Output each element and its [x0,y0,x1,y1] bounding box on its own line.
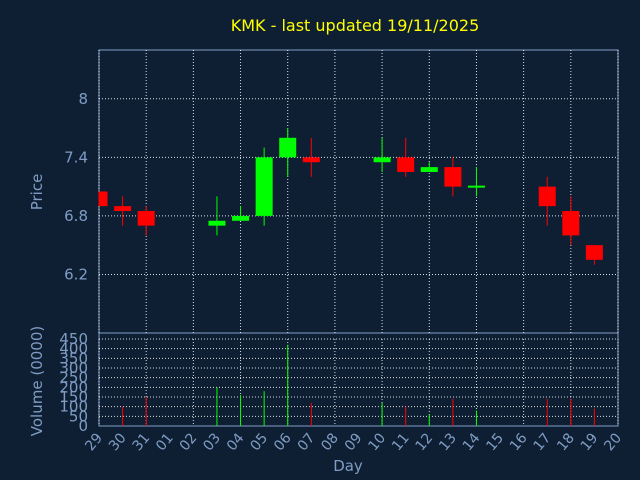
candle-body [232,215,250,221]
volume-bars [122,344,595,426]
x-tick-label: 15 [483,430,507,454]
chart-title: KMK - last updated 19/11/2025 [231,16,480,35]
price-tick-label: 7.4 [64,148,88,166]
candle-body [397,157,415,172]
volume-tick-label: 0 [78,417,88,435]
volume-tick-label: 300 [59,359,88,377]
candle-body [279,137,297,158]
candle-body [373,157,391,163]
x-tick-label: 07 [295,430,319,454]
price-tick-label: 6.2 [64,265,88,283]
price-axis-label: Price [28,174,46,211]
candles [98,128,603,265]
candle-body [538,186,556,207]
candle-body [255,157,273,216]
x-tick-label: 13 [436,430,460,454]
x-tick-label: 02 [177,430,201,454]
candle-body [114,206,132,212]
x-tick-label: 04 [224,430,248,454]
price-tick-label: 8 [78,90,88,108]
candle-body [137,211,155,226]
x-tick-label: 03 [200,430,224,454]
x-tick-label: 31 [130,430,154,454]
candle-body [302,157,320,163]
x-tick-label: 11 [389,430,413,454]
volume-tick-label: 100 [59,398,88,416]
x-tick-label: 14 [460,430,484,454]
x-tick-label: 08 [318,430,342,454]
x-axis-label: Day [333,457,363,475]
candle-body [208,220,226,226]
volume-tick-label: 450 [59,330,88,348]
volume-tick-label: 400 [59,340,88,358]
candle-body [467,185,485,188]
volume-gridlines [98,338,619,426]
x-tick-label: 17 [531,430,555,454]
candle-body [420,167,438,172]
x-tick-label: 10 [365,430,389,454]
volume-tick-label: 250 [59,369,88,387]
volume-tick-label: 350 [59,349,88,367]
price-tick-label: 6.8 [64,207,88,225]
x-tick-label: 18 [554,430,578,454]
volume-tick-label: 150 [59,388,88,406]
candle-body [562,211,580,236]
x-tick-label: 20 [601,430,625,454]
x-tick-label: 16 [507,430,531,454]
price-tick-labels: 8 7.4 6.8 6.2 [64,90,88,284]
volume-panel-frame [98,332,619,427]
x-tick-label: 12 [413,430,437,454]
candle-body [444,167,462,187]
x-tick-label: 30 [106,430,130,454]
candle-body [99,191,108,207]
volume-axis-label: Volume (0000) [28,326,46,436]
x-tick-label: 01 [153,430,177,454]
x-tick-label: 05 [247,430,271,454]
x-tick-label: 09 [342,430,366,454]
x-tick-label: 19 [578,430,602,454]
volume-tick-label: 200 [59,378,88,396]
volume-tick-label: 50 [69,407,88,425]
candle-body [585,245,603,260]
x-tick-label: 06 [271,430,295,454]
x-tick-labels: 29 30 31 01 02 03 04 05 06 07 08 09 10 11 12 13 14 15 16 17… [82,430,625,454]
